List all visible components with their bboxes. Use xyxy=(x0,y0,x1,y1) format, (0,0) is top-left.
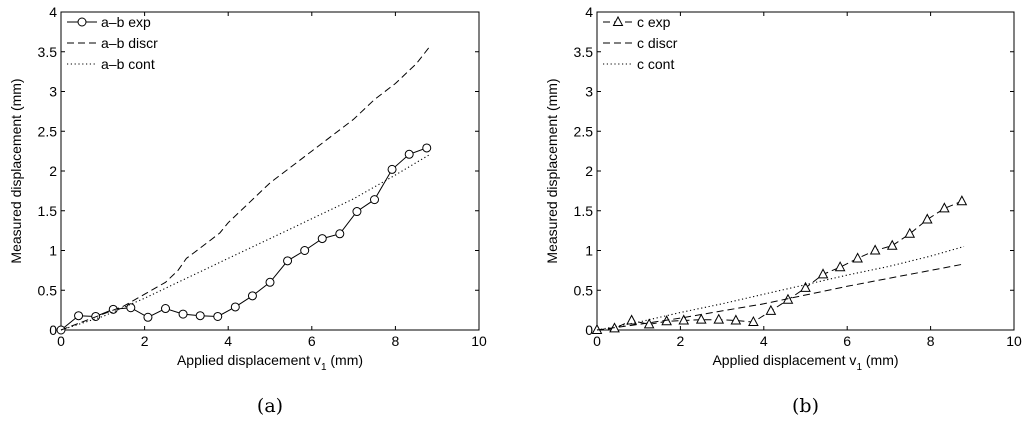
data-point xyxy=(370,195,379,205)
x-tick-label: 10 xyxy=(471,333,487,349)
data-point xyxy=(178,309,188,319)
data-point xyxy=(404,149,414,159)
data-point xyxy=(695,313,707,324)
data-point xyxy=(247,291,257,301)
x-tick-label: 0 xyxy=(593,333,601,349)
x-tick-label: 2 xyxy=(141,333,149,349)
x-tick-label: 6 xyxy=(843,333,851,349)
x-tick-label: 4 xyxy=(760,333,768,349)
data-point xyxy=(834,261,846,272)
x-tick-label: 2 xyxy=(677,333,685,349)
data-point xyxy=(283,256,293,266)
y-tick-label: 1.5 xyxy=(38,203,58,219)
series-line-2 xyxy=(60,154,430,331)
data-point xyxy=(852,252,863,263)
data-point xyxy=(161,304,170,314)
x-axis-label: Applied displacement v1 (mm) xyxy=(712,352,898,373)
data-point xyxy=(678,314,690,325)
data-point xyxy=(213,311,223,321)
x-tick-label: 0 xyxy=(57,333,65,349)
legend-label: c exp xyxy=(637,14,671,30)
series-line-1 xyxy=(596,263,965,331)
legend-marker xyxy=(612,15,624,26)
y-tick-label: 0.5 xyxy=(574,282,594,298)
data-point xyxy=(335,229,345,239)
data-point xyxy=(143,312,153,322)
y-tick-label: 3.5 xyxy=(574,44,594,60)
legend-label: a–b cont xyxy=(101,56,155,72)
y-tick-label: 1 xyxy=(585,243,593,259)
data-point xyxy=(748,315,759,327)
chart-panel-b: 0 2 4 6 8 10 0 0.5 1 1.5 2 2.5 3 3.5 4 Applied displace… xyxy=(544,4,1022,417)
y-tick-label: 2 xyxy=(585,163,593,179)
data-point xyxy=(195,311,205,321)
y-tick-label: 0.5 xyxy=(38,282,58,298)
data-point xyxy=(956,195,968,206)
data-point xyxy=(886,239,898,250)
y-axis-label: Measured displacement (mm) xyxy=(544,78,560,263)
y-tick-label: 3 xyxy=(585,84,593,100)
y-tick-label: 3 xyxy=(49,84,57,100)
data-point xyxy=(230,302,240,312)
legend-label: a–b exp xyxy=(101,14,151,30)
data-point xyxy=(730,314,742,325)
data-point xyxy=(352,207,362,217)
y-tick-label: 4 xyxy=(49,4,57,20)
y-tick-label: 1 xyxy=(49,243,57,259)
y-tick-label: 0 xyxy=(49,322,57,338)
subfigure-caption: (b) xyxy=(792,395,819,417)
x-tick-label: 8 xyxy=(927,333,935,349)
y-tick-label: 4 xyxy=(585,4,593,20)
data-point xyxy=(713,313,725,324)
data-point xyxy=(387,164,397,174)
data-point xyxy=(126,303,136,313)
subfigure-caption: (a) xyxy=(257,395,283,417)
data-point xyxy=(904,227,916,238)
legend-label: a–b discr xyxy=(101,35,158,51)
x-axis-label: Applied displacement v1 (mm) xyxy=(177,352,363,373)
data-point xyxy=(939,202,950,213)
x-tick-label: 6 xyxy=(308,333,316,349)
x-tick-label: 4 xyxy=(224,333,232,349)
data-point xyxy=(800,281,811,292)
y-tick-label: 2 xyxy=(49,163,57,179)
y-tick-label: 0 xyxy=(585,322,593,338)
data-point xyxy=(817,268,829,279)
chart-panel-a: 0 2 4 6 8 10 0 0.5 1 1.5 2 2.5 3 3.5 4 Applied displace… xyxy=(8,4,487,417)
legend-marker xyxy=(77,17,87,27)
data-point xyxy=(422,143,432,153)
x-tick-label: 8 xyxy=(392,333,400,349)
data-point xyxy=(265,277,275,287)
data-point xyxy=(643,318,655,329)
series-line-0 xyxy=(60,147,427,331)
y-tick-label: 2.5 xyxy=(38,123,58,139)
data-point xyxy=(921,213,933,224)
legend-label: c discr xyxy=(637,35,678,51)
data-point xyxy=(300,246,310,255)
y-tick-label: 3.5 xyxy=(38,44,58,60)
legend-label: c cont xyxy=(637,56,674,72)
data-point xyxy=(74,311,84,321)
series-line-1 xyxy=(60,47,430,331)
data-point xyxy=(869,244,881,255)
y-tick-label: 1.5 xyxy=(574,203,594,219)
series-line-2 xyxy=(596,245,965,331)
data-point xyxy=(317,234,327,244)
y-axis-label: Measured displacement (mm) xyxy=(8,78,24,263)
data-point xyxy=(765,304,777,315)
x-tick-label: 10 xyxy=(1006,333,1022,349)
y-tick-label: 2.5 xyxy=(574,123,594,139)
series-line-0 xyxy=(596,200,963,331)
